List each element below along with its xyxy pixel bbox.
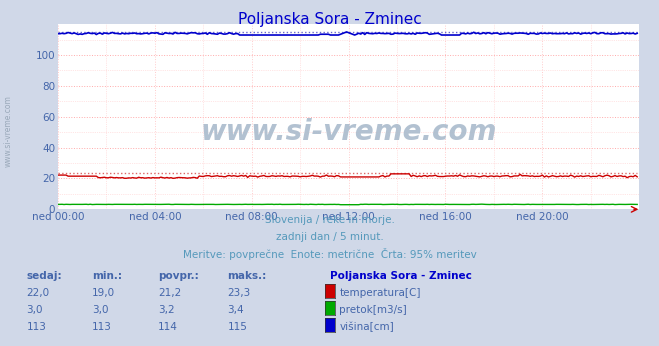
Text: 3,0: 3,0 [26, 305, 43, 315]
Text: 113: 113 [92, 322, 112, 333]
Text: sedaj:: sedaj: [26, 271, 62, 281]
Text: 113: 113 [26, 322, 46, 333]
Text: 19,0: 19,0 [92, 288, 115, 298]
Text: 21,2: 21,2 [158, 288, 181, 298]
Text: Slovenija / reke in morje.: Slovenija / reke in morje. [264, 215, 395, 225]
Text: 114: 114 [158, 322, 178, 333]
Text: pretok[m3/s]: pretok[m3/s] [339, 305, 407, 315]
Text: maks.:: maks.: [227, 271, 267, 281]
Text: 115: 115 [227, 322, 247, 333]
Text: 3,2: 3,2 [158, 305, 175, 315]
Text: www.si-vreme.com: www.si-vreme.com [4, 95, 13, 167]
Text: višina[cm]: višina[cm] [339, 322, 394, 333]
Text: 23,3: 23,3 [227, 288, 250, 298]
Text: temperatura[C]: temperatura[C] [339, 288, 421, 298]
Text: Poljanska Sora - Zminec: Poljanska Sora - Zminec [238, 12, 421, 27]
Text: Meritve: povprečne  Enote: metrične  Črta: 95% meritev: Meritve: povprečne Enote: metrične Črta:… [183, 248, 476, 260]
Text: www.si-vreme.com: www.si-vreme.com [200, 118, 497, 146]
Text: 22,0: 22,0 [26, 288, 49, 298]
Text: 3,4: 3,4 [227, 305, 244, 315]
Text: min.:: min.: [92, 271, 123, 281]
Text: povpr.:: povpr.: [158, 271, 199, 281]
Text: Poljanska Sora - Zminec: Poljanska Sora - Zminec [330, 271, 471, 281]
Text: zadnji dan / 5 minut.: zadnji dan / 5 minut. [275, 233, 384, 243]
Text: 3,0: 3,0 [92, 305, 109, 315]
